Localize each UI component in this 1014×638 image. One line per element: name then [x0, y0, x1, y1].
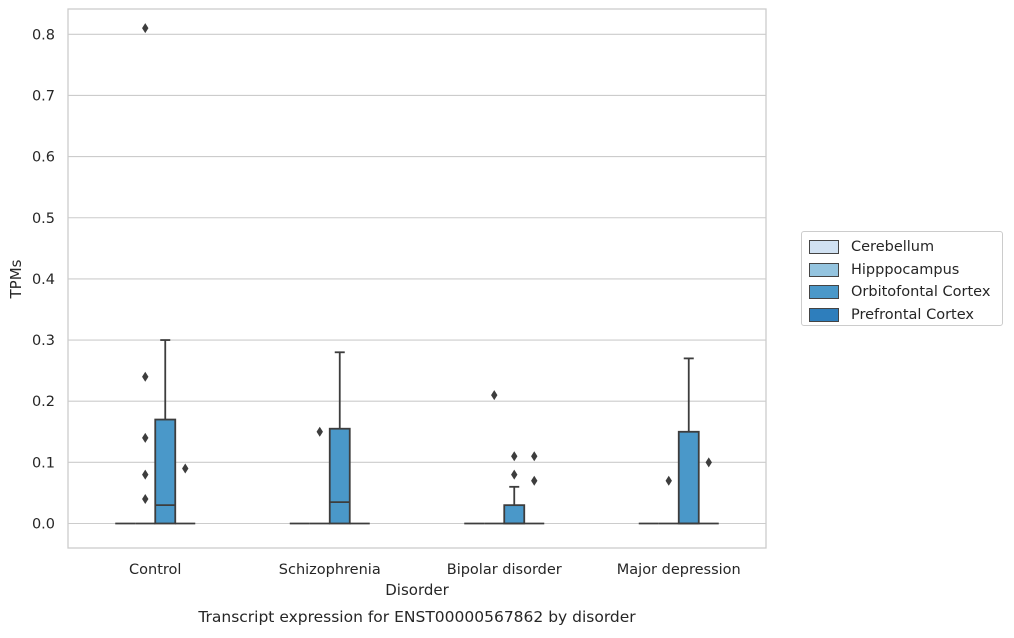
y-tick-label: 0.1 — [32, 455, 55, 471]
y-tick-label: 0.0 — [32, 517, 55, 533]
outlier-point — [316, 426, 323, 437]
outlier-point — [531, 475, 538, 486]
y-tick-label: 0.8 — [32, 27, 55, 43]
outlier-point — [665, 475, 672, 486]
y-axis-label: TPMs — [7, 259, 25, 299]
y-tick-label: 0.4 — [32, 272, 55, 288]
outlier-point — [491, 390, 498, 401]
legend-swatch-orbitofrontal-cortex — [809, 285, 839, 300]
outlier-point — [511, 451, 518, 462]
legend: Cerebellum Hipppocampus Orbitofontal Cor… — [801, 231, 1003, 326]
box — [503, 504, 526, 525]
box — [328, 427, 351, 525]
outlier-point — [511, 469, 518, 480]
outlier-point — [182, 463, 189, 474]
legend-item-hippocampus: Hipppocampus — [809, 259, 1002, 282]
y-tick-label: 0.3 — [32, 333, 55, 349]
outlier-point — [142, 371, 149, 382]
plot-frame — [67, 8, 767, 549]
legend-swatch-hippocampus — [809, 262, 839, 277]
legend-label: Hipppocampus — [851, 261, 960, 278]
x-tick-label: Schizophrenia — [279, 562, 381, 578]
legend-label: Orbitofontal Cortex — [851, 284, 991, 301]
x-tick-label: Control — [129, 562, 181, 578]
outlier-point — [142, 494, 149, 505]
y-tick-labels: 0.0 0.1 0.2 0.3 0.4 0.5 0.6 0.7 0.8 — [32, 27, 55, 532]
legend-label: Prefrontal Cortex — [851, 306, 974, 323]
y-tick-label: 0.2 — [32, 394, 55, 410]
outlier-point — [705, 457, 712, 468]
outlier-point — [531, 451, 538, 462]
box — [677, 430, 700, 525]
x-tick-label: Bipolar disorder — [447, 562, 562, 578]
legend-item-prefrontal-cortex: Prefrontal Cortex — [809, 304, 1002, 327]
legend-label: Cerebellum — [851, 239, 935, 256]
box-plot-marks — [115, 23, 719, 525]
legend-item-cerebellum: Cerebellum — [809, 236, 1002, 259]
gridlines — [68, 33, 766, 525]
x-axis-label: Disorder — [385, 581, 449, 599]
y-tick-label: 0.6 — [32, 150, 55, 166]
x-tick-label: Major depression — [617, 562, 741, 578]
chart-caption: Transcript expression for ENST0000056786… — [197, 608, 636, 626]
x-tick-labels: Control Schizophrenia Bipolar disorder Majo… — [129, 562, 741, 578]
legend-swatch-prefrontal-cortex — [809, 307, 839, 322]
y-tick-label: 0.5 — [32, 211, 55, 227]
y-tick-label: 0.7 — [32, 88, 55, 104]
box — [154, 418, 177, 525]
outlier-point — [142, 432, 149, 443]
outlier-point — [142, 23, 149, 34]
outlier-point — [142, 469, 149, 480]
legend-item-orbitofrontal-cortex: Orbitofontal Cortex — [809, 281, 1002, 304]
legend-swatch-cerebellum — [809, 240, 839, 255]
